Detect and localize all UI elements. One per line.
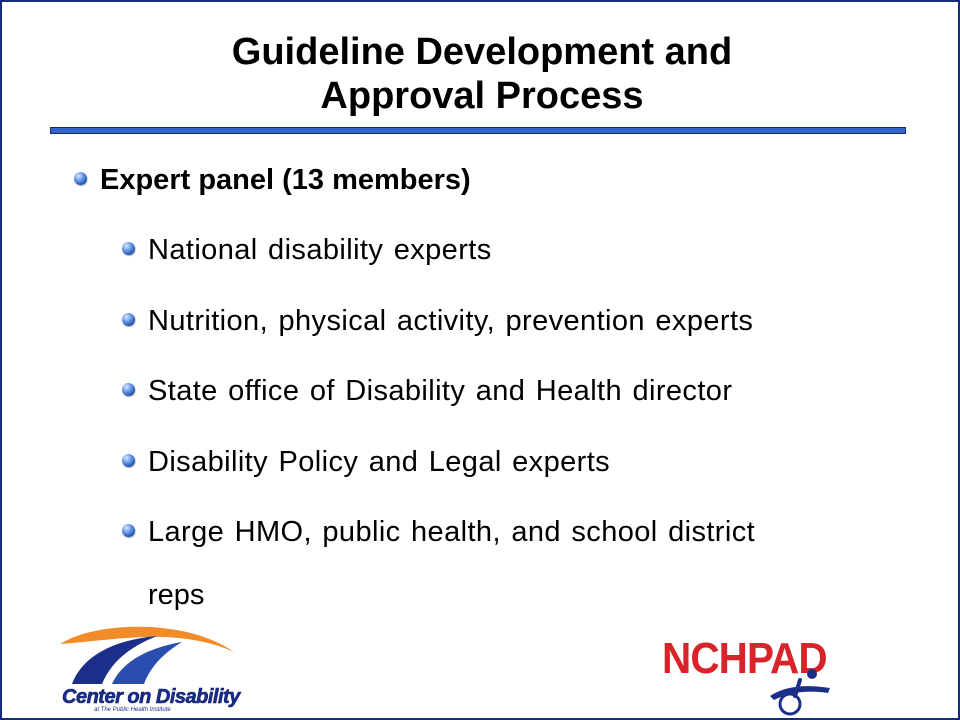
bullet-icon bbox=[122, 242, 135, 255]
bullet-icon bbox=[122, 313, 135, 326]
sub-bullet-text: Disability Policy and Legal experts bbox=[148, 446, 611, 478]
bullet-icon bbox=[122, 524, 135, 537]
title-underline bbox=[50, 127, 906, 134]
center-on-disability-logo-subtext: at The Public Health Institute bbox=[94, 707, 171, 713]
nchpad-figure-icon bbox=[770, 669, 830, 716]
main-bullet-text: Expert panel (13 members) bbox=[100, 164, 471, 196]
slide-title-line2: Approval Process bbox=[320, 75, 644, 117]
bullet-icon bbox=[122, 454, 135, 467]
nchpad-logo: NCHPAD bbox=[662, 634, 828, 683]
slide-title-line1: Guideline Development and bbox=[231, 31, 733, 73]
sub-bullet-text: National disability experts bbox=[148, 234, 492, 266]
sub-bullet-text: State office of Disability and Health di… bbox=[148, 375, 733, 407]
slide-title: Guideline Development and Approval Proce… bbox=[2, 30, 960, 118]
sub-bullet-text: Nutrition, physical activity, prevention… bbox=[148, 305, 754, 337]
center-on-disability-logo bbox=[60, 626, 234, 684]
sub-bullet-text: Large HMO, public health, and school dis… bbox=[148, 516, 756, 548]
sub-bullet-continuation: reps bbox=[148, 579, 205, 611]
bullet-icon bbox=[74, 172, 87, 185]
bullet-icon bbox=[122, 383, 135, 396]
center-on-disability-logo-text: Center on Disability bbox=[62, 686, 241, 709]
